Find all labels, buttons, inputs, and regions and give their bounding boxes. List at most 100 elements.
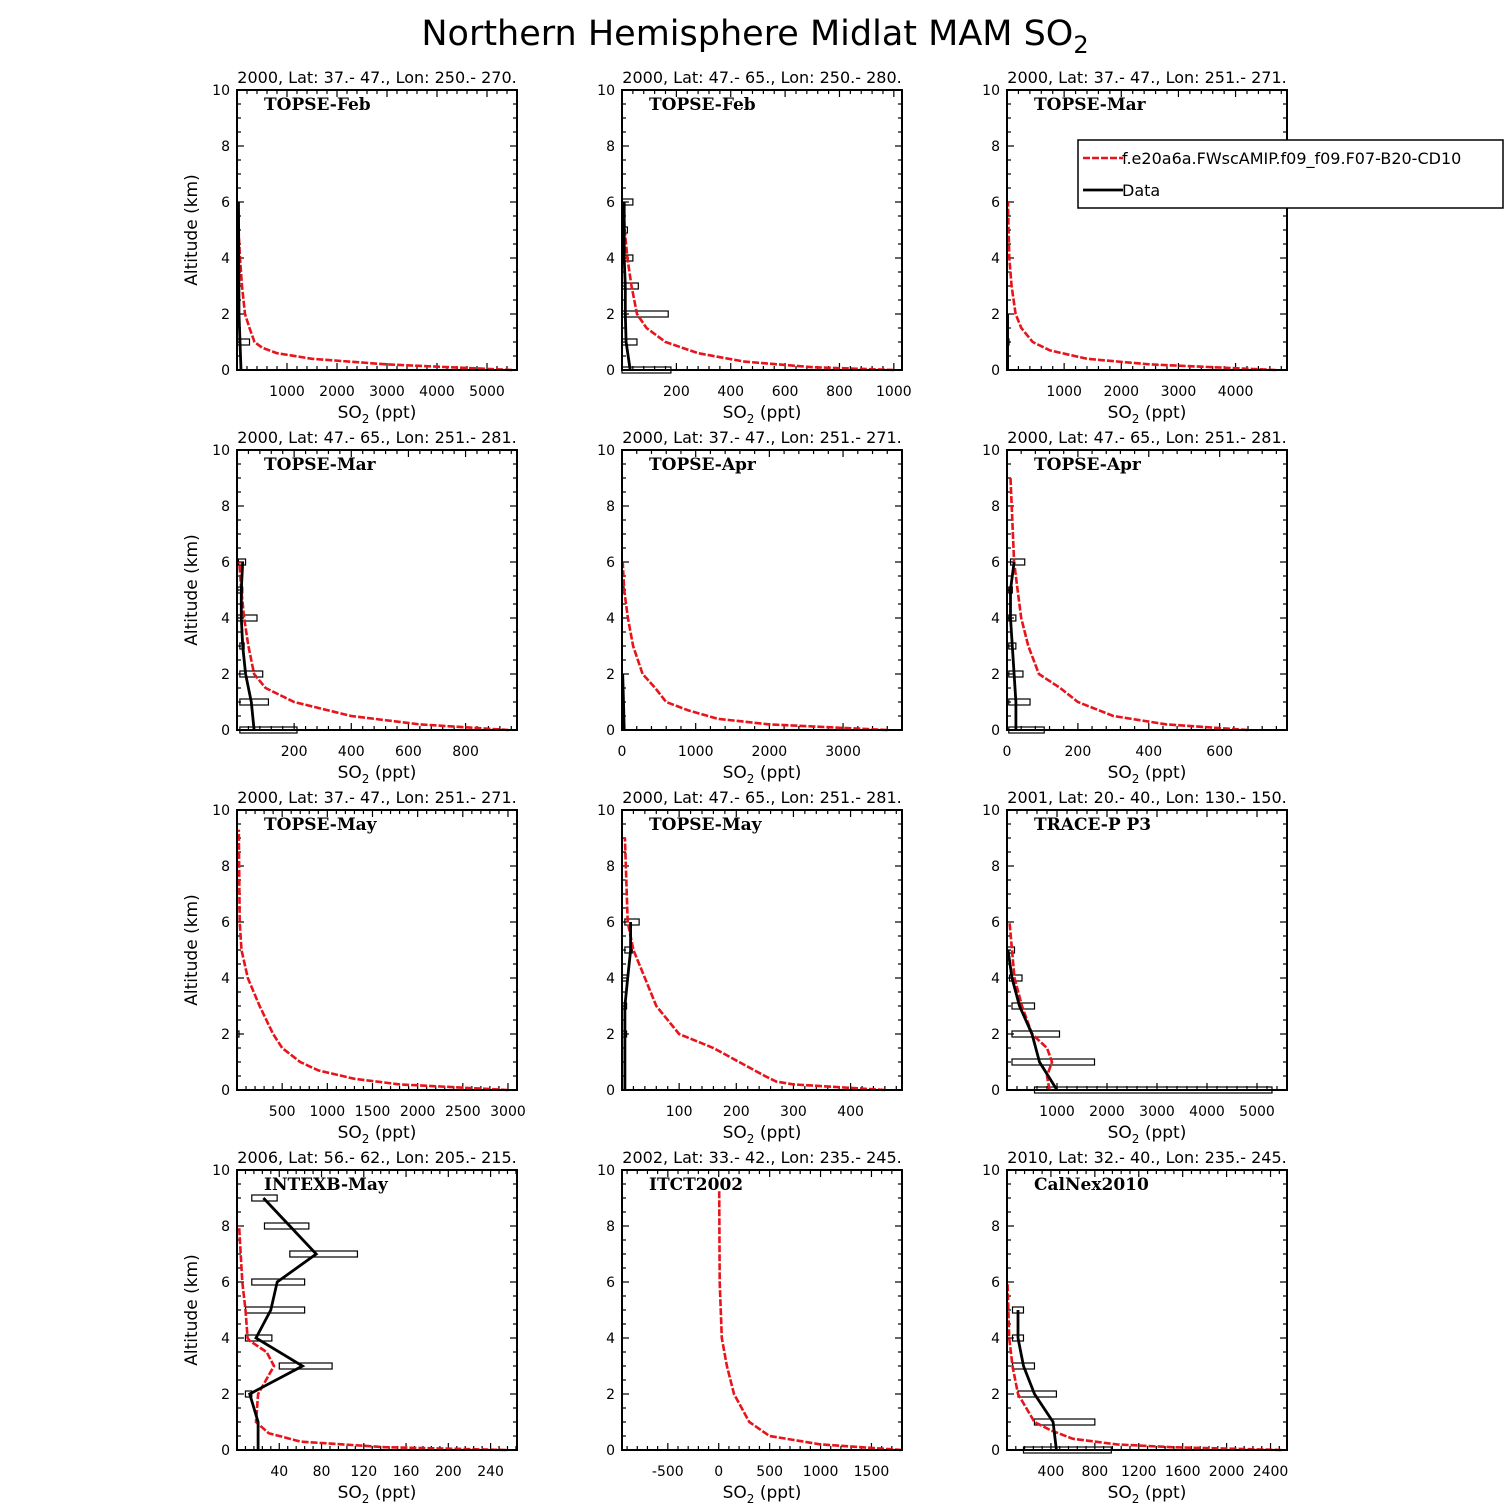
plot-frame — [236, 89, 518, 371]
data-profile-line — [1009, 561, 1018, 730]
x-tick-label: 5000 — [469, 384, 505, 400]
x-tick-label: 400 — [837, 1104, 864, 1120]
x-tick-label: 2000 — [752, 744, 788, 760]
x-tick-label: 300 — [780, 1104, 807, 1120]
y-tick-label: 4 — [606, 611, 615, 627]
panel-1: 2000, Lat: 37.- 47., Lon: 250.- 270. 0 2 4 6… — [182, 68, 518, 426]
campaign-label: TOPSE-Feb — [649, 95, 756, 115]
y-tick-label: 0 — [221, 1083, 230, 1099]
y-tick-label: 4 — [606, 251, 615, 267]
campaign-label: TOPSE-May — [264, 815, 378, 835]
x-axis-label: SO2 (ppt) — [723, 763, 802, 786]
y-tick-label: 4 — [991, 251, 1000, 267]
y-tick-label: 4 — [606, 971, 615, 987]
y-tick-label: 2 — [221, 1027, 230, 1043]
panel-11: 2002, Lat: 33.- 42., Lon: 235.- 245. 0 2 4 6… — [597, 1148, 903, 1506]
x-tick-label: 400 — [338, 744, 365, 760]
campaign-label: CalNex2010 — [1034, 1175, 1149, 1195]
y-tick-label: 2 — [606, 1027, 615, 1043]
y-tick-label: 8 — [221, 859, 230, 875]
x-tick-label: 400 — [717, 384, 744, 400]
model-profile-line — [237, 1225, 507, 1452]
y-tick-label: 6 — [991, 1275, 1000, 1291]
x-tick-label: 1000 — [876, 384, 912, 400]
y-tick-label: 4 — [221, 611, 230, 627]
legend-data-label: Data — [1122, 181, 1160, 200]
data-profile-line — [239, 561, 256, 731]
campaign-label: TOPSE-Mar — [1034, 95, 1147, 115]
panels: 2000, Lat: 37.- 47., Lon: 250.- 270. 0 2 4 6… — [182, 68, 1504, 1506]
panel-3: 2000, Lat: 37.- 47., Lon: 251.- 271. 0 2 4 6… — [982, 68, 1288, 426]
y-axis-label: Altitude (km) — [182, 894, 202, 1006]
x-tick-label: 2400 — [1253, 1464, 1289, 1480]
y-tick-label: 6 — [221, 1275, 230, 1291]
plot-frame — [621, 449, 903, 731]
x-tick-label: 1000 — [1039, 1104, 1075, 1120]
y-tick-label: 8 — [991, 499, 1000, 515]
y-tick-label: 4 — [991, 971, 1000, 987]
x-axis-label: SO2 (ppt) — [723, 1483, 802, 1506]
x-tick-label: 2500 — [445, 1104, 481, 1120]
x-tick-label: 1000 — [678, 744, 714, 760]
model-profile-line — [238, 561, 509, 732]
data-profile-line — [623, 922, 632, 1090]
y-tick-label: 2 — [221, 667, 230, 683]
model-profile-line — [236, 201, 513, 372]
y-tick-label: 10 — [212, 443, 230, 459]
y-tick-label: 2 — [991, 1387, 1000, 1403]
x-tick-label: 0 — [1003, 744, 1012, 760]
y-tick-label: 4 — [991, 1331, 1000, 1347]
y-tick-label: 2 — [606, 1387, 615, 1403]
x-tick-label: 200 — [663, 384, 690, 400]
y-tick-label: 8 — [606, 499, 615, 515]
x-tick-label: 0 — [618, 744, 627, 760]
x-tick-label: 1200 — [1121, 1464, 1157, 1480]
x-tick-label: 3000 — [1161, 384, 1197, 400]
y-axis-label: Altitude (km) — [182, 534, 202, 646]
campaign-label: TOPSE-May — [649, 815, 763, 835]
y-tick-label: 6 — [606, 195, 615, 211]
data-range-box — [1008, 698, 1031, 706]
data-range-box — [244, 1306, 306, 1314]
x-tick-label: 2000 — [1103, 384, 1139, 400]
x-tick-label: 1000 — [310, 1104, 346, 1120]
model-profile-line — [717, 1189, 903, 1452]
x-tick-label: 1000 — [803, 1464, 839, 1480]
panel-7: 2000, Lat: 37.- 47., Lon: 251.- 271. 0 2 4 6… — [182, 788, 526, 1146]
x-tick-label: 100 — [666, 1104, 693, 1120]
x-tick-label: -500 — [652, 1464, 684, 1480]
data-range-box — [1033, 1418, 1096, 1426]
y-tick-label: 8 — [606, 139, 615, 155]
x-tick-label: 600 — [1206, 744, 1233, 760]
x-tick-label: 4000 — [419, 384, 455, 400]
y-tick-label: 6 — [606, 555, 615, 571]
y-tick-label: 8 — [221, 499, 230, 515]
y-tick-label: 2 — [991, 307, 1000, 323]
data-range-box — [624, 946, 633, 954]
y-tick-label: 6 — [221, 195, 230, 211]
plot-frame — [236, 1169, 518, 1451]
campaign-label: TOPSE-Apr — [1034, 455, 1142, 475]
x-tick-label: 400 — [1135, 744, 1162, 760]
x-axis-label: SO2 (ppt) — [1108, 403, 1187, 426]
x-tick-label: 200 — [435, 1464, 462, 1480]
x-tick-label: 200 — [723, 1104, 750, 1120]
x-tick-label: 160 — [393, 1464, 420, 1480]
data-range-box — [278, 1362, 333, 1370]
model-profile-line — [1008, 921, 1054, 1091]
panel-2: 2000, Lat: 47.- 65., Lon: 250.- 280. 0 2 4 6… — [597, 68, 911, 426]
y-tick-label: 4 — [991, 611, 1000, 627]
x-tick-label: 500 — [269, 1104, 296, 1120]
data-range-box — [289, 1250, 359, 1258]
plot-frame — [1006, 809, 1288, 1091]
panel-9: 2001, Lat: 20.- 40., Lon: 130.- 150. 0 2 4 6… — [982, 788, 1288, 1146]
y-tick-label: 10 — [982, 443, 1000, 459]
x-tick-label: 40 — [270, 1464, 288, 1480]
y-tick-label: 8 — [606, 1219, 615, 1235]
x-axis-label: SO2 (ppt) — [338, 403, 417, 426]
y-tick-label: 4 — [221, 1331, 230, 1347]
panel-10: 2006, Lat: 56.- 62., Lon: 205.- 215. 0 2 4 6… — [182, 1148, 518, 1506]
y-tick-label: 10 — [982, 803, 1000, 819]
campaign-label: TOPSE-Mar — [264, 455, 377, 475]
panel-title: 2000, Lat: 37.- 47., Lon: 251.- 271. — [622, 428, 901, 447]
